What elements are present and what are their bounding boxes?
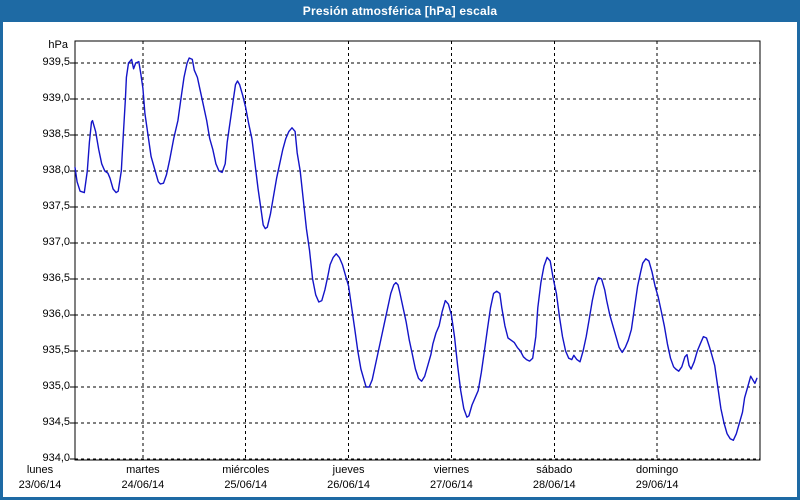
- y-tick-label: 935,0: [42, 380, 70, 392]
- y-tick-label: 939,5: [42, 56, 70, 68]
- x-tick-label: lunes 23/06/14: [0, 463, 88, 493]
- x-tick-day: sábado: [536, 464, 573, 476]
- x-tick-date: 29/06/14: [635, 479, 679, 491]
- y-tick-label: 939,0: [42, 92, 70, 104]
- x-tick-day: lunes: [26, 464, 54, 476]
- x-tick-day: jueves: [332, 464, 365, 476]
- plot-border: [74, 40, 761, 461]
- x-tick-date: 26/06/14: [327, 479, 370, 491]
- window-titlebar: Presión atmosférica [hPa] escala: [0, 0, 800, 22]
- x-tick-day: martes: [126, 464, 160, 476]
- x-tick-label: sábado 28/06/14: [506, 463, 602, 493]
- x-tick-label: viernes 27/06/14: [403, 463, 499, 493]
- x-tick-day: viernes: [433, 464, 470, 476]
- x-tick-date: 28/06/14: [532, 479, 576, 491]
- x-tick-label: miércoles 25/06/14: [198, 463, 294, 493]
- y-tick-label: 936,5: [42, 272, 70, 284]
- y-tick-label: 935,5: [42, 344, 70, 356]
- x-tick-date: 25/06/14: [224, 479, 268, 491]
- y-tick-label: 938,5: [42, 128, 70, 140]
- x-tick-day: domingo: [636, 464, 679, 476]
- y-tick-label: 934,5: [42, 416, 70, 428]
- x-tick-label: jueves 26/06/14: [301, 463, 397, 493]
- y-tick-label: 937,0: [42, 236, 70, 248]
- x-tick-date: 23/06/14: [18, 479, 62, 491]
- x-tick-label: martes 24/06/14: [95, 463, 191, 493]
- y-tick-label: 936,0: [42, 308, 70, 320]
- pressure-series-line: [74, 57, 758, 441]
- x-tick-date: 24/06/14: [121, 479, 165, 491]
- x-tick-date: 27/06/14: [430, 479, 473, 491]
- x-tick-label: domingo 29/06/14: [609, 463, 705, 493]
- y-axis-unit-label: hPa: [48, 39, 68, 51]
- y-tick-label: 937,5: [42, 200, 70, 212]
- y-tick-label: 938,0: [42, 164, 70, 176]
- x-tick-day: miércoles: [222, 464, 270, 476]
- page-title: Presión atmosférica [hPa] escala: [302, 4, 498, 18]
- y-tick-label: 934,0: [42, 452, 70, 464]
